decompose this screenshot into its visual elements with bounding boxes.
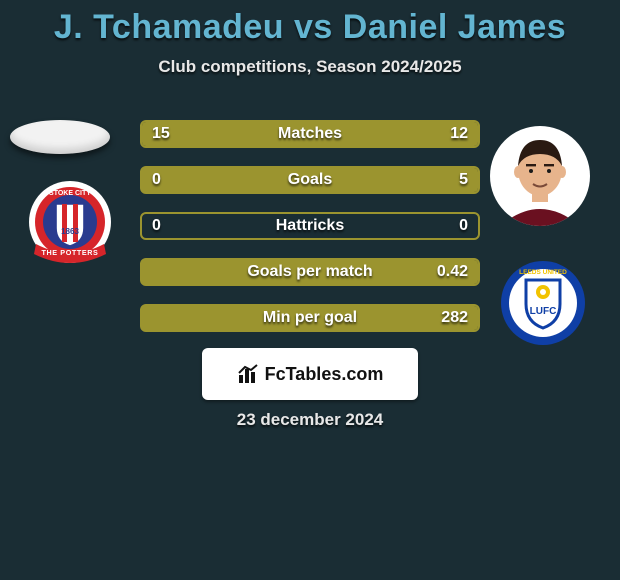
- leeds-crest-icon: LUFC LEEDS UNITED: [500, 260, 586, 346]
- page-title: J. Tchamadeu vs Daniel James: [0, 0, 620, 47]
- player-right-avatar: [490, 126, 590, 226]
- comparison-card: J. Tchamadeu vs Daniel James Club compet…: [0, 0, 620, 580]
- club-right-crest: LUFC LEEDS UNITED: [500, 260, 586, 346]
- site-badge-label: FcTables.com: [265, 364, 384, 385]
- player-right-icon: [490, 126, 590, 226]
- stat-right-value: 0.42: [437, 263, 468, 281]
- svg-text:LUFC: LUFC: [530, 306, 557, 317]
- stat-row: 0 Goals 5: [140, 166, 480, 194]
- stat-right-value: 5: [459, 171, 468, 189]
- stat-label: Goals per match: [247, 263, 372, 281]
- stat-right-value: 12: [450, 125, 468, 143]
- stoke-crest-icon: 1863 THE POTTERS STOKE CITY: [20, 180, 120, 264]
- stat-label: Matches: [278, 125, 342, 143]
- stat-row: 0 Hattricks 0: [140, 212, 480, 240]
- stat-row: Goals per match 0.42: [140, 258, 480, 286]
- svg-text:THE POTTERS: THE POTTERS: [42, 248, 99, 257]
- page-subtitle: Club competitions, Season 2024/2025: [0, 57, 620, 77]
- stat-label: Min per goal: [263, 309, 357, 327]
- player-left-avatar: [10, 120, 110, 154]
- stat-left-value: 0: [152, 217, 161, 235]
- date-label: 23 december 2024: [0, 410, 620, 430]
- svg-text:1863: 1863: [61, 227, 79, 236]
- club-left-crest: 1863 THE POTTERS STOKE CITY: [20, 180, 120, 264]
- stat-label: Hattricks: [276, 217, 344, 235]
- stat-left-value: 15: [152, 125, 170, 143]
- stat-right-value: 0: [459, 217, 468, 235]
- stat-row: 15 Matches 12: [140, 120, 480, 148]
- site-badge: FcTables.com: [202, 348, 418, 400]
- chart-icon: [237, 363, 259, 385]
- stat-right-value: 282: [441, 309, 468, 327]
- stat-left-value: 0: [152, 171, 161, 189]
- stat-row: Min per goal 282: [140, 304, 480, 332]
- svg-text:LEEDS UNITED: LEEDS UNITED: [519, 269, 567, 276]
- svg-text:STOKE CITY: STOKE CITY: [49, 190, 91, 197]
- stat-label: Goals: [288, 171, 332, 189]
- stats-panel: 15 Matches 12 0 Goals 5 0 Hattricks 0 Goals per m…: [140, 120, 480, 350]
